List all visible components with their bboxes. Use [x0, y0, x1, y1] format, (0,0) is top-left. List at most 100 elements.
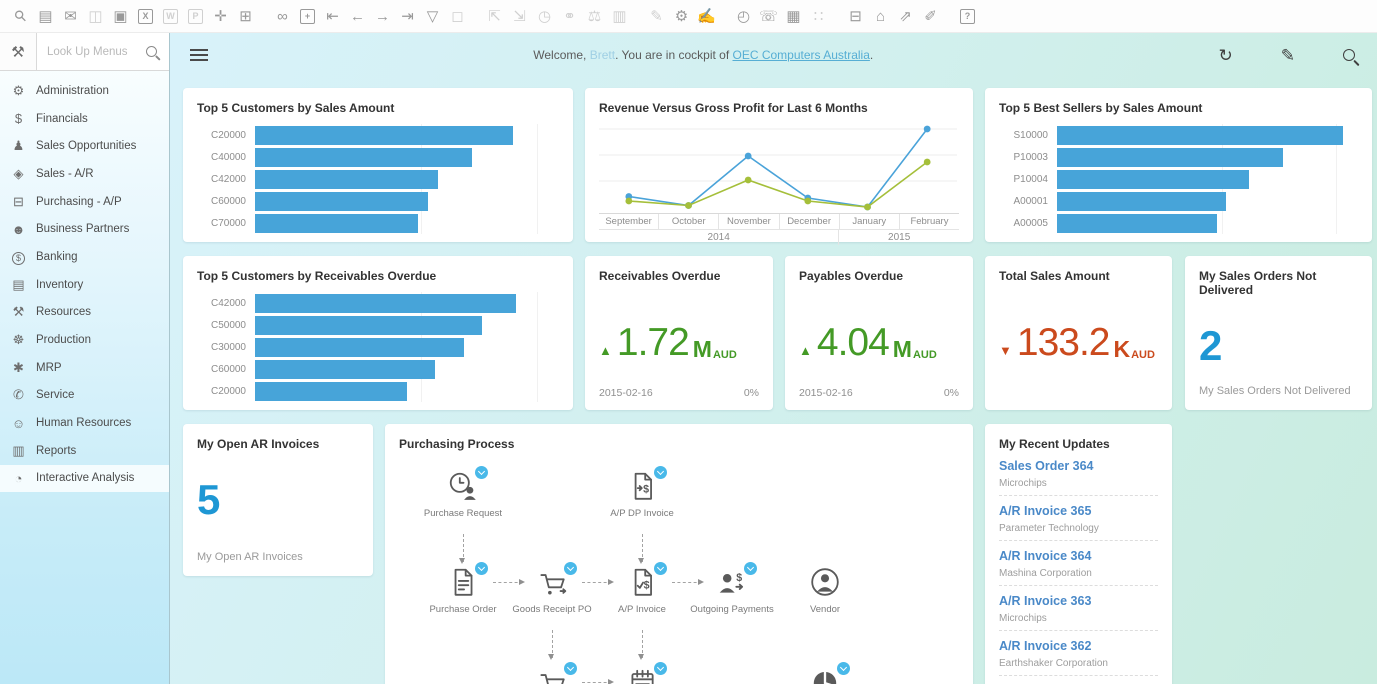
- doc-phone-icon[interactable]: ☏: [759, 8, 778, 25]
- doc-clock-icon[interactable]: ◷: [537, 8, 552, 25]
- arrows-export-icon[interactable]: ⇗: [899, 8, 912, 25]
- doc-export-icon[interactable]: ⇲: [513, 8, 526, 25]
- process-node-row3-pie[interactable]: [780, 662, 870, 684]
- email-icon[interactable]: ✉: [64, 8, 77, 25]
- expand-badge-icon[interactable]: [654, 562, 667, 575]
- print-preview-icon[interactable]: ◫: [88, 8, 103, 25]
- help-icon[interactable]: ?: [955, 4, 980, 28]
- expand-badge-icon[interactable]: [564, 562, 577, 575]
- widget-top5-customers-sales[interactable]: Top 5 Customers by Sales Amount C20000 C4…: [183, 88, 573, 242]
- doc-import-icon[interactable]: ⇱: [488, 8, 501, 25]
- move-icon[interactable]: ✛: [214, 8, 227, 25]
- widget-my-open-ar-invoices[interactable]: My Open AR Invoices 5 My Open AR Invoice…: [183, 424, 373, 576]
- expand-badge-icon[interactable]: [564, 662, 577, 675]
- sidebar-item-label: Administration: [36, 84, 109, 97]
- copy-icon[interactable]: ▣: [113, 8, 128, 25]
- sidebar-item-banking[interactable]: $ Banking: [0, 243, 169, 271]
- expand-badge-icon[interactable]: [837, 662, 850, 675]
- process-node-goods-receipt-po[interactable]: [507, 562, 597, 603]
- expand-badge-icon[interactable]: [475, 466, 488, 479]
- sidebar-item-business-partners[interactable]: ☻ Business Partners: [0, 215, 169, 243]
- last-record-icon[interactable]: ⇥: [401, 8, 414, 25]
- previous-record-icon[interactable]: ←: [350, 7, 365, 25]
- sidebar-item-sales-a-r[interactable]: ◈ Sales - A/R: [0, 160, 169, 188]
- doc-block-icon[interactable]: ⊟: [849, 8, 862, 25]
- sidebar-item-inventory[interactable]: ▤ Inventory: [0, 271, 169, 299]
- cockpit-search-icon[interactable]: [1343, 49, 1355, 61]
- widget-sales-orders-not-delivered[interactable]: My Sales Orders Not Delivered 2 My Sales…: [1185, 256, 1372, 410]
- menu-search-input[interactable]: [37, 33, 144, 70]
- columns-icon[interactable]: ▥: [612, 8, 627, 25]
- add-record-icon[interactable]: +: [295, 4, 320, 28]
- doc-gear-icon[interactable]: ⚙: [674, 8, 689, 25]
- process-node-purchase-request[interactable]: [418, 466, 508, 507]
- process-node-ap-invoice[interactable]: $: [597, 562, 687, 603]
- recent-update-link[interactable]: Sales Order 364: [999, 459, 1094, 473]
- wrench-button[interactable]: ⚒: [0, 33, 37, 70]
- process-node-vendor[interactable]: [780, 566, 870, 603]
- doc-edit-icon[interactable]: ✐: [924, 8, 937, 25]
- recent-update-link[interactable]: A/R Invoice 365: [999, 504, 1092, 518]
- sidebar-item-mrp[interactable]: ✱ MRP: [0, 354, 169, 382]
- process-node-row3-calendar[interactable]: [597, 662, 687, 684]
- expand-badge-icon[interactable]: [744, 562, 757, 575]
- form-settings-icon[interactable]: ⊞: [239, 8, 252, 25]
- edit-pencil-icon[interactable]: ✎: [1280, 45, 1295, 65]
- widget-payables-overdue-kpi[interactable]: Payables Overdue ▲ 4.04 M AUD 2015-02-16…: [785, 256, 973, 410]
- sidebar-item-production[interactable]: ☸ Production: [0, 326, 169, 354]
- org-chart-icon[interactable]: ∷: [813, 8, 824, 25]
- filter-icon[interactable]: ▽: [426, 8, 439, 25]
- grid-icon[interactable]: ▦: [786, 8, 801, 25]
- doc-clock2-icon[interactable]: ◴: [736, 8, 751, 25]
- sidebar-item-administration[interactable]: ⚙ Administration: [0, 77, 169, 105]
- wrench-icon: ⚒: [11, 43, 25, 61]
- widget-receivables-overdue-kpi[interactable]: Receivables Overdue ▲ 1.72 M AUD 2015-02…: [585, 256, 773, 410]
- process-node-row3-cart[interactable]: [507, 662, 597, 684]
- first-record-icon[interactable]: ⇤: [326, 8, 339, 25]
- sidebar-item-human-resources[interactable]: ☺ Human Resources: [0, 409, 169, 437]
- widget-my-recent-updates[interactable]: My Recent Updates Sales Order 364 Microch…: [985, 424, 1172, 684]
- recent-update-link[interactable]: A/R Invoice 362: [999, 639, 1092, 653]
- recent-update-subtitle: Mashina Corporation: [999, 568, 1092, 579]
- recent-update-link[interactable]: A/R Invoice 363: [999, 594, 1092, 608]
- doc-pencil-icon[interactable]: ✍: [697, 8, 716, 25]
- kpi-number: 4.04: [816, 321, 890, 364]
- refresh-icon[interactable]: ↻: [1218, 45, 1233, 65]
- process-node-outgoing-payments[interactable]: $: [687, 562, 777, 603]
- recent-update-link[interactable]: A/R Invoice 364: [999, 549, 1092, 563]
- sidebar-item-service[interactable]: ✆ Service: [0, 382, 169, 410]
- expand-badge-icon[interactable]: [654, 662, 667, 675]
- export-word-icon[interactable]: W: [158, 4, 183, 28]
- expand-badge-icon[interactable]: [654, 466, 667, 479]
- sidebar-item-purchasing-a-p[interactable]: ⊟ Purchasing - A/P: [0, 188, 169, 216]
- sidebar-item-sales-opportunities[interactable]: ♟ Sales Opportunities: [0, 132, 169, 160]
- selection-icon[interactable]: ◻: [451, 8, 464, 25]
- company-link[interactable]: OEC Computers Australia: [732, 48, 870, 62]
- pencil-icon[interactable]: ✎: [650, 8, 663, 25]
- next-record-icon[interactable]: →: [375, 7, 390, 25]
- widget-top5-receivables-overdue[interactable]: Top 5 Customers by Receivables Overdue C…: [183, 256, 573, 410]
- widget-purchasing-process[interactable]: Purchasing Process Purchase Request $ A/P …: [385, 424, 973, 684]
- bar-chart: C20000 C40000 C42000 C60000 C70000: [197, 124, 559, 234]
- print-icon[interactable]: ▤: [38, 8, 53, 25]
- scale-icon[interactable]: ⚖: [587, 8, 602, 25]
- link-icon[interactable]: ⚭: [563, 8, 576, 25]
- process-node-ap-dp-invoice[interactable]: $: [597, 466, 687, 507]
- sidebar-item-resources[interactable]: ⚒ Resources: [0, 299, 169, 327]
- building-plus-icon[interactable]: ⌂: [875, 7, 886, 25]
- process-node-purchase-order[interactable]: [418, 562, 508, 603]
- expand-badge-icon[interactable]: [475, 562, 488, 575]
- widget-total-sales-amount-kpi[interactable]: Total Sales Amount ▼ 133.2 K AUD: [985, 256, 1172, 410]
- export-pdf-icon[interactable]: P: [183, 4, 208, 28]
- widget-revenue-vs-gross-profit[interactable]: Revenue Versus Gross Profit for Last 6 M…: [585, 88, 973, 245]
- hamburger-menu-icon[interactable]: [190, 46, 208, 64]
- sidebar-item-reports[interactable]: ▥ Reports: [0, 437, 169, 465]
- search-icon[interactable]: [146, 46, 157, 57]
- bar: [255, 213, 418, 233]
- widget-top5-best-sellers[interactable]: Top 5 Best Sellers by Sales Amount S1000…: [985, 88, 1372, 242]
- sidebar-item-financials[interactable]: $ Financials: [0, 105, 169, 133]
- kpi-number: 1.72: [616, 321, 690, 364]
- sidebar-item-interactive-analysis[interactable]: ◔ Interactive Analysis: [0, 464, 169, 493]
- export-excel-icon[interactable]: X: [133, 4, 158, 28]
- binoculars-icon[interactable]: ∞: [277, 7, 288, 25]
